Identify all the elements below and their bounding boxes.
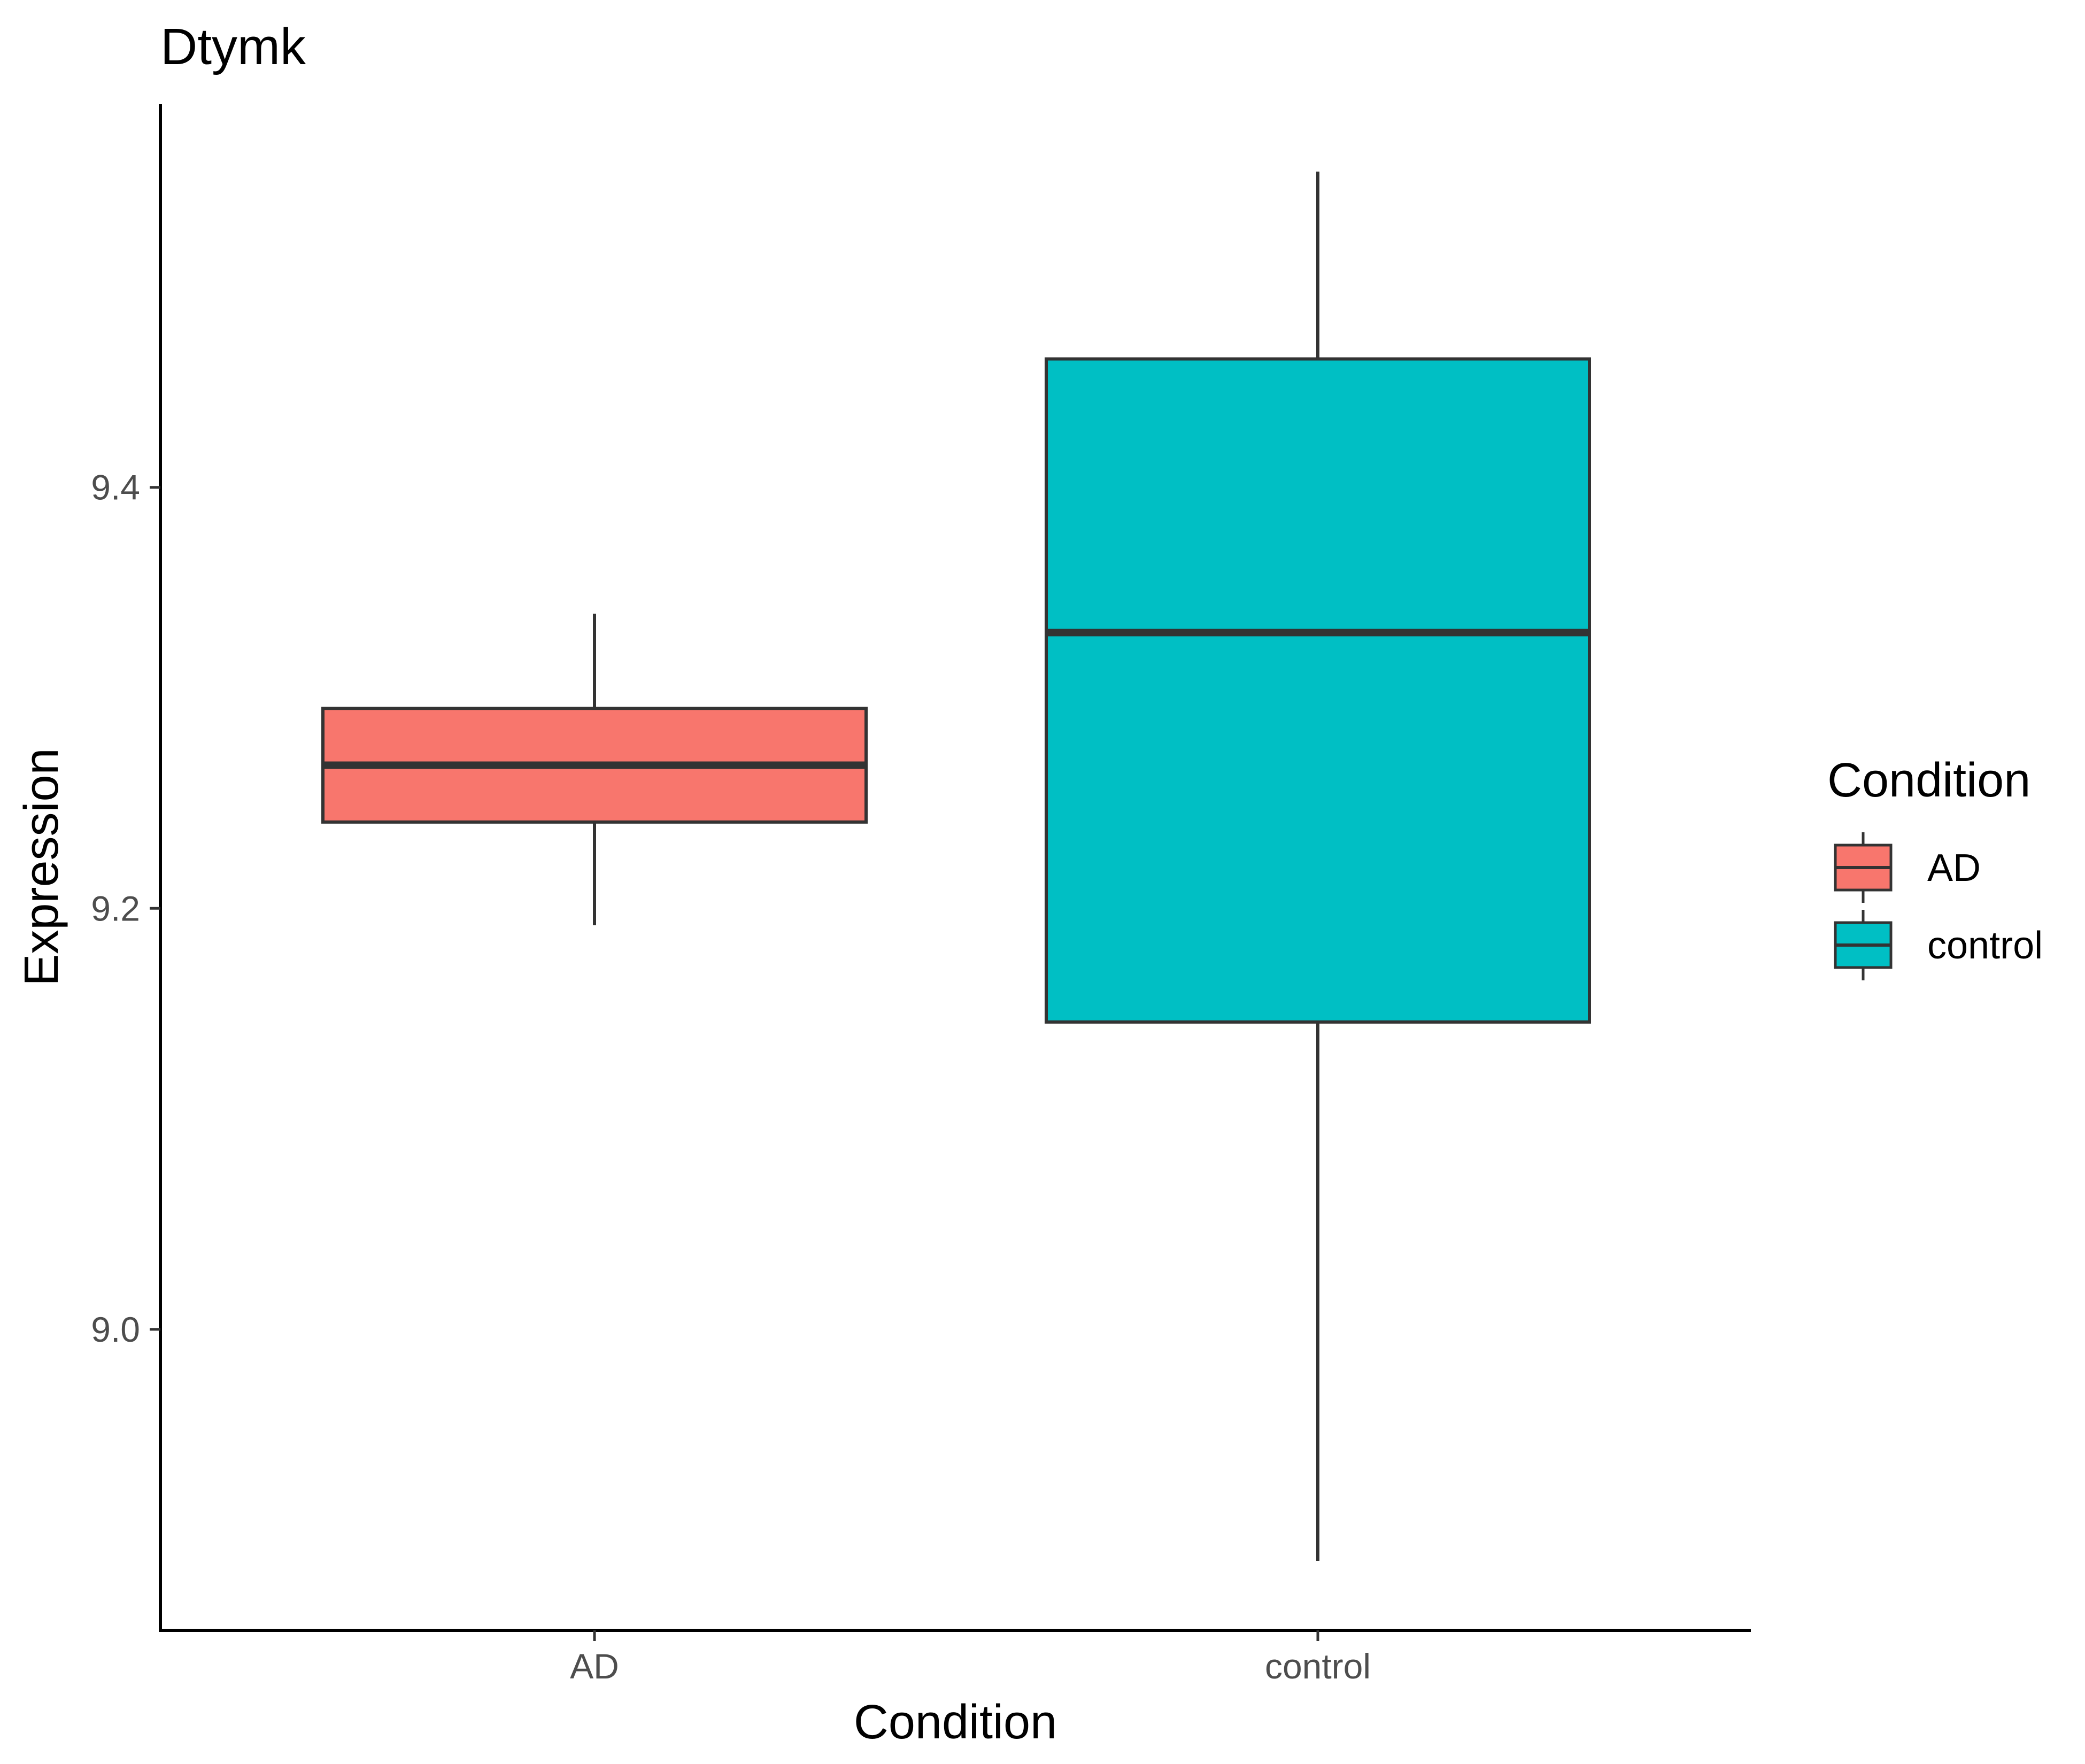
legend-key-ad: AD [1834,832,1981,903]
legend-keys: AD control [1834,832,2043,980]
y-tick-label: 9.2 [91,888,140,928]
y-tick-label: 9.0 [91,1310,140,1349]
y-axis-ticks: 9.0 9.2 9.4 [91,468,160,1349]
y-tick-label: 9.4 [91,468,140,507]
x-tick-label: AD [570,1646,619,1686]
plot-panel [321,172,1591,1561]
box-control [1045,172,1591,1561]
x-axis-title: Condition [854,1696,1057,1749]
legend: Condition AD control [1827,754,2043,980]
x-axis-ticks: AD control [570,1630,1371,1686]
legend-label: control [1927,924,2043,967]
legend-label: AD [1927,847,1981,889]
box-control-iqr [1045,357,1591,1024]
chart-title: Dtymk [160,18,306,75]
legend-key-control: control [1834,910,2043,980]
box-ad [321,613,868,925]
legend-title: Condition [1827,754,2030,807]
y-axis-title: Expression [15,748,68,986]
x-tick-label: control [1265,1646,1371,1686]
